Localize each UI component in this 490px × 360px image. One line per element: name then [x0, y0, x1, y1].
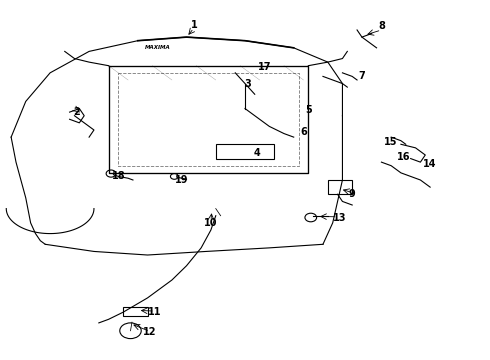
Text: 16: 16 — [396, 152, 410, 162]
Text: 6: 6 — [300, 127, 307, 137]
Bar — [216, 144, 274, 158]
Text: 1: 1 — [191, 19, 197, 30]
Text: 12: 12 — [143, 327, 157, 337]
Text: 14: 14 — [423, 159, 437, 169]
Text: 15: 15 — [385, 138, 398, 148]
Text: 13: 13 — [333, 212, 347, 222]
Text: MAXIMA: MAXIMA — [145, 45, 170, 50]
Text: 7: 7 — [359, 71, 366, 81]
Bar — [123, 307, 147, 316]
Text: 9: 9 — [349, 189, 356, 199]
Text: 8: 8 — [378, 21, 385, 31]
Text: 17: 17 — [258, 63, 271, 72]
Text: 10: 10 — [204, 218, 218, 228]
Bar — [328, 180, 352, 194]
Text: 3: 3 — [244, 78, 251, 89]
Text: 4: 4 — [254, 148, 261, 158]
Text: 11: 11 — [148, 307, 162, 317]
Text: 19: 19 — [175, 175, 189, 185]
Text: 18: 18 — [112, 171, 125, 181]
Text: 2: 2 — [74, 107, 80, 117]
Text: 5: 5 — [305, 105, 312, 115]
